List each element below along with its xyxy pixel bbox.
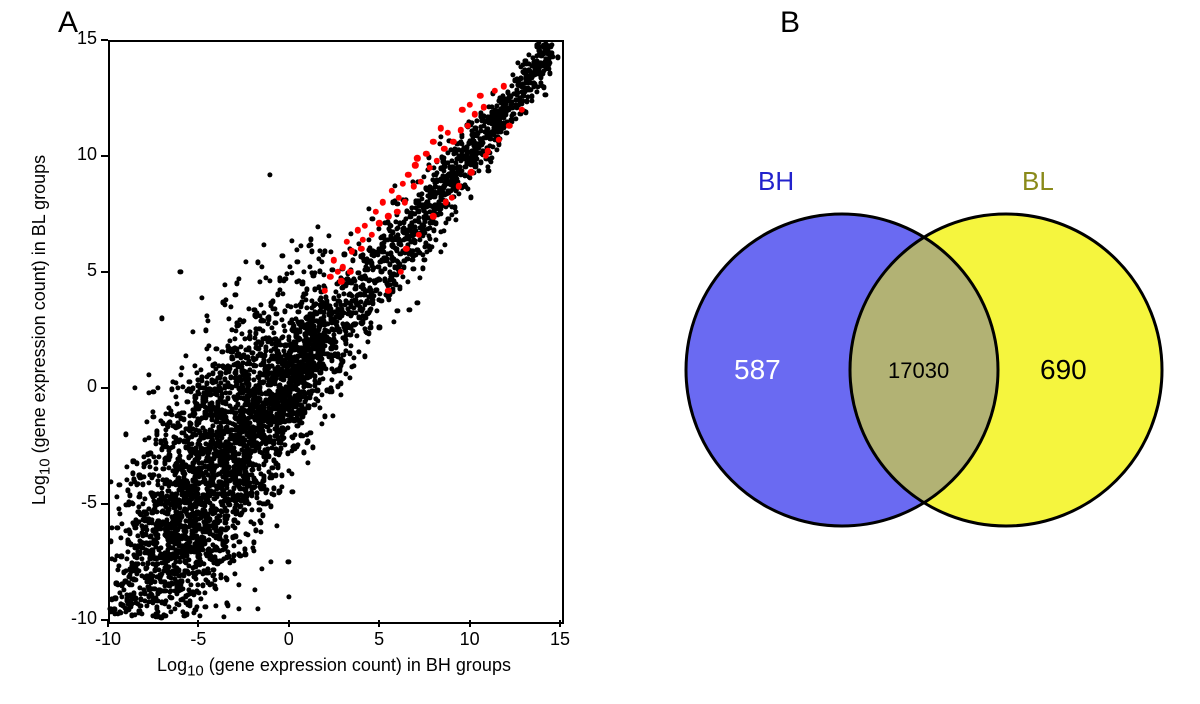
figure: A -10-5051015 -10-5051015 Log10 (gene ex… [0,0,1200,704]
venn-count-right: 690 [1040,354,1087,386]
panel-b-label: B [780,6,800,40]
x-axis-title: Log10 (gene expression count) in BH grou… [108,655,560,680]
venn-label-bh: BH [758,166,794,197]
panel-b-venn: BH BL 587 17030 690 [640,150,1200,530]
venn-label-bl: BL [1022,166,1054,197]
panel-a-scatter: -10-5051015 -10-5051015 Log10 (gene expr… [0,0,600,700]
venn-svg [640,150,1200,530]
y-axis-title: Log10 (gene expression count) in BL grou… [29,40,54,620]
venn-count-left: 587 [734,354,781,386]
venn-count-middle: 17030 [888,358,949,384]
